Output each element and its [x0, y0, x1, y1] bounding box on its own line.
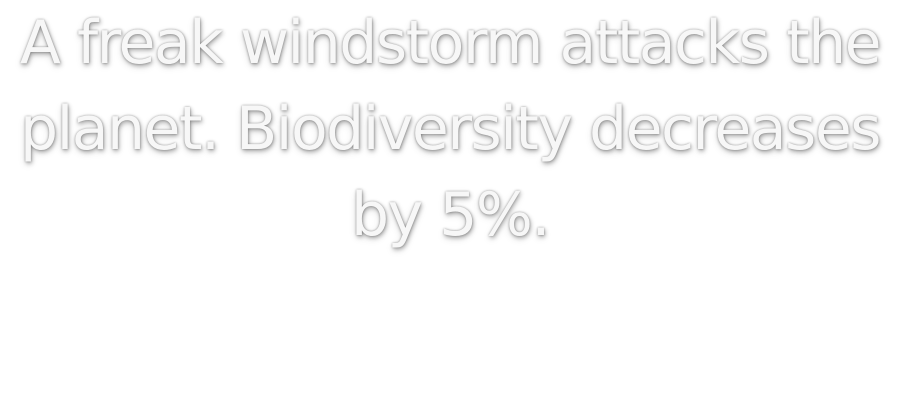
event-message: A freak windstorm attacks the planet. Bi… [19, 8, 882, 250]
